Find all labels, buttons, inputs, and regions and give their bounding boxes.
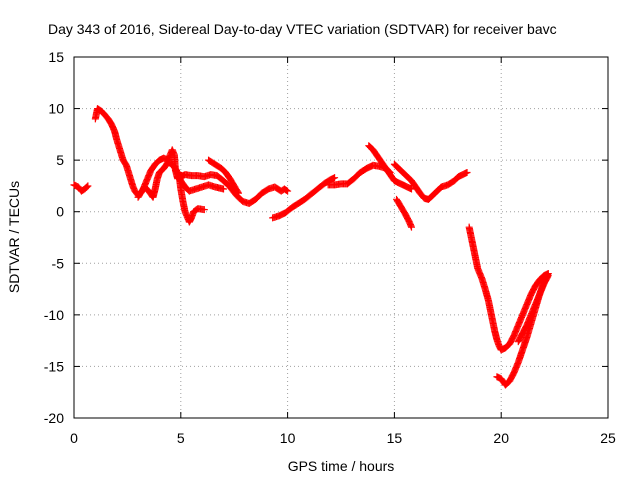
data-point — [82, 183, 90, 191]
y-axis-label: SDTVAR / TECUs — [6, 181, 22, 293]
x-tick-label: 15 — [387, 430, 403, 446]
data-point — [220, 185, 228, 193]
y-tick-label: 15 — [48, 49, 64, 65]
x-tick-label: 5 — [177, 430, 185, 446]
y-tick-label: -20 — [44, 410, 64, 426]
data-point — [284, 187, 292, 195]
x-tick-label: 0 — [70, 430, 78, 446]
data-point — [407, 223, 415, 231]
axis-ticks: 0 5 10 15 20 25 -20 -15 -10 -5 0 5 10 15 — [44, 49, 616, 446]
data-markers — [70, 105, 552, 389]
y-tick-label: -10 — [44, 307, 64, 323]
grid — [74, 57, 608, 418]
data-point — [234, 189, 242, 197]
y-tick-label: 10 — [48, 101, 64, 117]
chart-title: Day 343 of 2016, Sidereal Day-to-day VTE… — [48, 21, 557, 37]
data-point — [544, 272, 552, 280]
data-point — [83, 183, 91, 191]
data-point — [200, 206, 208, 214]
x-tick-label: 10 — [280, 430, 296, 446]
x-axis-label: GPS time / hours — [288, 458, 395, 474]
data-point — [544, 273, 552, 281]
y-tick-label: -5 — [52, 255, 65, 271]
plot-frame — [73, 56, 609, 419]
x-tick-label: 20 — [493, 430, 509, 446]
y-tick-label: 0 — [56, 204, 64, 220]
data-point — [463, 169, 471, 177]
y-tick-label: 5 — [56, 152, 64, 168]
data-point — [234, 188, 242, 196]
data-point — [283, 186, 291, 194]
data-point — [84, 182, 92, 190]
x-tick-label: 25 — [600, 430, 616, 446]
y-tick-label: -15 — [44, 358, 64, 374]
data-point — [331, 174, 339, 182]
